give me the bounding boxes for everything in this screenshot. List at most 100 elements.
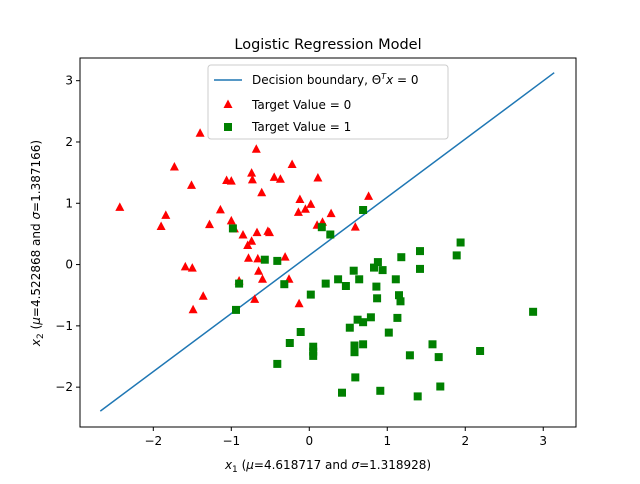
legend-boundary-label: Decision boundary, ΘTx = 0: [252, 72, 419, 87]
class1-point: [260, 255, 269, 264]
class1-point: [350, 348, 359, 357]
decision-boundary-line: [99, 72, 555, 412]
class1-point: [273, 359, 282, 368]
class1-point: [436, 382, 445, 391]
class0-point: [306, 199, 316, 208]
class0-point: [295, 194, 305, 203]
x-axis-label-sub: 1: [232, 465, 238, 475]
legend-boundary-sup: T: [381, 72, 387, 81]
class0-point: [326, 208, 336, 218]
class1-point: [416, 264, 424, 273]
x-axis-label-sigma: σ: [351, 458, 359, 472]
class0-point: [226, 215, 236, 225]
x-axis-label-var: x: [224, 458, 233, 472]
y-tick-label: −2: [55, 380, 73, 394]
y-axis-label-var: x: [29, 338, 43, 347]
class1-point: [405, 351, 414, 360]
class0-point: [238, 230, 248, 239]
class1-point: [351, 373, 360, 382]
legend-boundary-theta: Θ: [372, 73, 381, 87]
class1-point: [359, 318, 368, 327]
class1-point: [384, 328, 393, 337]
class0-point: [313, 173, 323, 182]
class0-point: [205, 219, 214, 229]
y-axis-label-pre: (: [29, 325, 43, 334]
class1-point: [373, 294, 382, 303]
class0-point: [247, 168, 257, 177]
class0-point: [169, 162, 179, 171]
legend-class1-label: Target Value = 1: [251, 120, 351, 134]
class0-point: [251, 144, 261, 153]
class0-point: [280, 252, 290, 261]
chart-title: Logistic Regression Model: [234, 37, 421, 53]
class1-point: [228, 224, 237, 233]
class0-point: [350, 222, 360, 231]
y-tick-label: 0: [65, 258, 73, 272]
class1-point: [395, 291, 403, 300]
class1-point: [326, 230, 335, 239]
class1-point: [372, 282, 381, 291]
class0-point: [243, 240, 253, 249]
class1-point: [413, 392, 422, 401]
class0-point: [188, 304, 198, 314]
class0-point: [180, 261, 190, 271]
class1-point: [428, 340, 437, 349]
class1-point: [232, 305, 240, 314]
class1-point: [273, 256, 282, 265]
class0-point: [187, 263, 197, 272]
class1-point: [353, 315, 362, 324]
class0-point: [257, 187, 267, 197]
class1-point: [393, 313, 402, 322]
y-tick-label: −1: [55, 319, 73, 333]
class1-point: [341, 282, 350, 290]
class1-point: [345, 323, 354, 332]
class1-point: [285, 339, 294, 347]
class0-point: [247, 236, 257, 245]
class0-point: [254, 266, 264, 275]
legend-class0-marker: [223, 99, 233, 108]
class1-point: [416, 247, 424, 256]
class1-point: [370, 263, 378, 272]
class1-point: [321, 279, 330, 288]
class1-point: [359, 206, 368, 214]
class1-point: [456, 238, 465, 247]
class0-point: [215, 204, 225, 214]
legend-class0-label: Target Value = 0: [251, 98, 351, 112]
class1-point: [529, 307, 538, 316]
y-tick-label: 3: [65, 74, 73, 88]
class1-point: [396, 297, 405, 306]
class0-point: [258, 274, 267, 283]
class1-point: [359, 340, 368, 349]
y-tick-label: 1: [65, 196, 73, 210]
class0-point: [275, 174, 285, 183]
class1-point: [280, 280, 289, 289]
legend-class1-marker: [224, 123, 232, 131]
class1-point: [296, 328, 305, 336]
y-axis-label-sub: 2: [36, 333, 46, 339]
x-tick-label: 1: [383, 434, 391, 448]
class1-point: [391, 275, 400, 284]
class0-point: [364, 191, 374, 200]
class1-point: [235, 279, 244, 288]
x-tick-label: −2: [144, 434, 162, 448]
class1-point: [434, 353, 443, 362]
y-axis-label-mu: μ: [29, 317, 43, 326]
class0-point: [294, 298, 304, 308]
class0-point: [244, 253, 253, 262]
class1-point: [376, 386, 385, 395]
y-axis-label-sigma: σ: [29, 212, 43, 220]
class1-point: [349, 266, 358, 275]
x-tick-label: 2: [461, 434, 469, 448]
x-tick-label: 3: [539, 434, 547, 448]
plot-frame: [79, 57, 577, 428]
class1-point: [309, 351, 318, 360]
class1-point: [476, 347, 485, 355]
class1-point: [334, 275, 343, 284]
plot-marks: [99, 72, 555, 412]
class0-point: [115, 202, 125, 211]
class1-point: [309, 347, 318, 356]
x-axis-label-pre: (: [238, 458, 247, 472]
class0-point: [187, 180, 196, 189]
